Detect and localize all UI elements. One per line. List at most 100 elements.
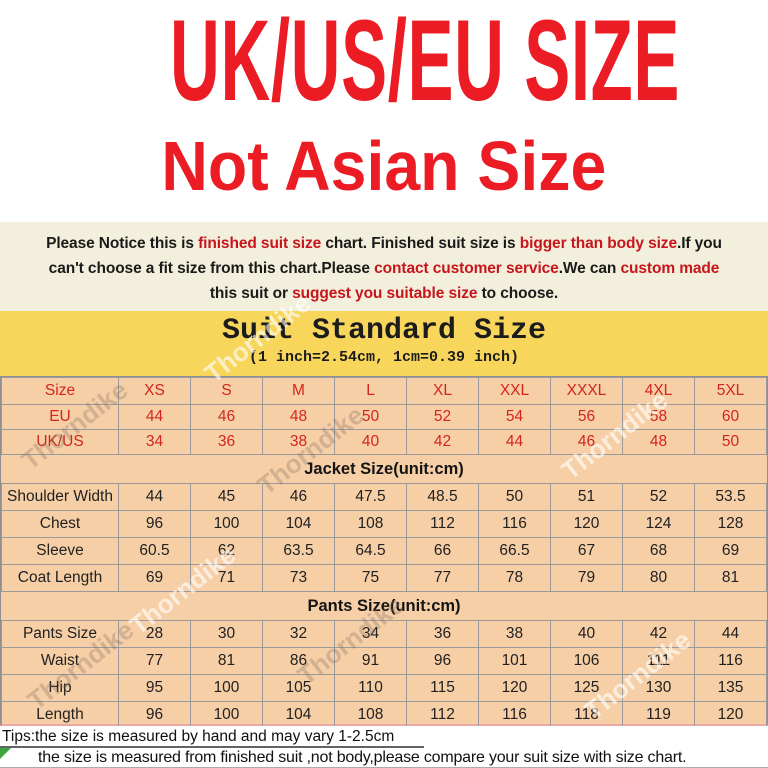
notice-segment: can't choose a fit size from this chart.… (48, 260, 375, 277)
cell-value: 52 (622, 483, 695, 511)
cell-value: 69 (118, 564, 191, 592)
cell-value: 36 (190, 429, 263, 455)
cell-value: 91 (334, 647, 407, 675)
cell-value: 116 (694, 647, 767, 675)
cell-value: 67 (550, 537, 623, 565)
cell-value: 5XL (694, 377, 767, 405)
cell-value: 73 (262, 564, 335, 592)
cell-value: 68 (622, 537, 695, 565)
cell-value: 104 (262, 701, 335, 729)
cell-value: 47.5 (334, 483, 407, 511)
cell-value: 46 (550, 429, 623, 455)
table-row: Length 96 100 104 108 112 116 118 119 120 (1, 701, 767, 729)
notice-segment: Please Notice this is (46, 235, 199, 252)
cell-value: 79 (550, 564, 623, 592)
cell-value: 130 (622, 674, 695, 702)
cell-value: 120 (550, 510, 623, 538)
notice-segment: .If you (676, 235, 722, 252)
cell-value: 119 (622, 701, 695, 729)
cell-value: 38 (262, 429, 335, 455)
cell-value: XXXL (550, 377, 623, 405)
cell-value: 128 (694, 510, 767, 538)
hero: UK/US/EU SIZE Not Asian Size (0, 0, 768, 222)
table-row: Chest 96 100 104 108 112 116 120 124 128 (1, 510, 767, 538)
table-unit-note: (1 inch=2.54cm, 1cm=0.39 inch) (248, 349, 520, 366)
cell-value: 56 (550, 404, 623, 430)
cell-value: 100 (190, 510, 263, 538)
cell-value: 112 (406, 510, 479, 538)
cell-value: 34 (334, 620, 407, 648)
notice-box: Please Notice this is finished suit size… (0, 222, 768, 311)
cell-value: 96 (118, 701, 191, 729)
section-title-row: Jacket Size(unit:cm) (1, 454, 767, 484)
cell-value: 50 (478, 483, 551, 511)
notice-line: Please Notice this is finished suit size… (0, 231, 768, 256)
size-table-body: Size XS S M L XL XXL XXXL 4XL 5XL EU 44 46 48 50 52 54 56… (1, 377, 767, 729)
notice-segment: this suit or (209, 285, 293, 302)
tips: Tips:the size is measured by hand and ma… (0, 726, 768, 768)
cell-value: 104 (262, 510, 335, 538)
cell-value: 125 (550, 674, 623, 702)
sub-title-row: Not Asian Size (0, 119, 768, 201)
notice-highlight: custom made (620, 260, 720, 277)
cell-value: 69 (694, 537, 767, 565)
section-title: Jacket Size(unit:cm) (1, 454, 767, 484)
cell-value: 110 (334, 674, 407, 702)
cell-value: 124 (622, 510, 695, 538)
cell-value: 60.5 (118, 537, 191, 565)
table-row: Hip 95 100 105 110 115 120 125 130 135 (1, 674, 767, 702)
cell-value: 46 (190, 404, 263, 430)
cell-value: 96 (118, 510, 191, 538)
table-row: Size XS S M L XL XXL XXXL 4XL 5XL (1, 377, 767, 405)
cell-value: 116 (478, 701, 551, 729)
table-row: Pants Size 28 30 32 34 36 38 40 42 44 (1, 620, 767, 648)
cell-value: 44 (694, 620, 767, 648)
cell-value: 53.5 (694, 483, 767, 511)
table-title: Suit Standard Size (221, 314, 547, 348)
column-header: Size (1, 377, 119, 405)
cell-value: 118 (550, 701, 623, 729)
cell-value: 50 (694, 429, 767, 455)
cell-value: 108 (334, 701, 407, 729)
page-subtitle: Not Asian Size (161, 127, 607, 205)
notice-text: Please Notice this is finished suit size… (0, 231, 768, 306)
row-label: Sleeve (1, 537, 119, 565)
size-table: Size XS S M L XL XXL XXXL 4XL 5XL EU 44 46 48 50 52 54 56… (0, 376, 768, 729)
cell-value: 100 (190, 674, 263, 702)
cell-value: 77 (118, 647, 191, 675)
cell-value: 28 (118, 620, 191, 648)
cell-value: 96 (406, 647, 479, 675)
cell-value: 58 (622, 404, 695, 430)
cell-value: 71 (190, 564, 263, 592)
table-row: UK/US 34 36 38 40 42 44 46 48 50 (1, 429, 767, 455)
tips-text-1: Tips:the size is measured by hand and ma… (2, 728, 395, 745)
cell-value: 48 (622, 429, 695, 455)
cell-value: 42 (622, 620, 695, 648)
notice-line: can't choose a fit size from this chart.… (0, 256, 768, 281)
cell-value: 30 (190, 620, 263, 648)
cell-value: 120 (478, 674, 551, 702)
cell-value: 52 (406, 404, 479, 430)
cell-value: 42 (406, 429, 479, 455)
cell-value: 112 (406, 701, 479, 729)
notice-highlight: contact customer service (374, 260, 559, 277)
cell-value: 81 (694, 564, 767, 592)
section-title-row: Pants Size(unit:cm) (1, 591, 767, 621)
cell-value: 51 (550, 483, 623, 511)
table-title-band: Suit Standard Size (1 inch=2.54cm, 1cm=0… (0, 311, 768, 376)
cell-value: 100 (190, 701, 263, 729)
cell-value: 32 (262, 620, 335, 648)
cell-value: 135 (694, 674, 767, 702)
cell-value: 54 (478, 404, 551, 430)
cell-value: 77 (406, 564, 479, 592)
cell-value: 115 (406, 674, 479, 702)
cell-value: 40 (334, 429, 407, 455)
cell-value: 108 (334, 510, 407, 538)
notice-segment: to choose. (477, 285, 559, 302)
size-table-grid: Size XS S M L XL XXL XXXL 4XL 5XL EU 44 46 48 50 52 54 56… (1, 377, 767, 729)
row-label: Pants Size (1, 620, 119, 648)
cell-value: 66.5 (478, 537, 551, 565)
table-row: Coat Length 69 71 73 75 77 78 79 80 81 (1, 564, 767, 592)
cell-value: 80 (622, 564, 695, 592)
